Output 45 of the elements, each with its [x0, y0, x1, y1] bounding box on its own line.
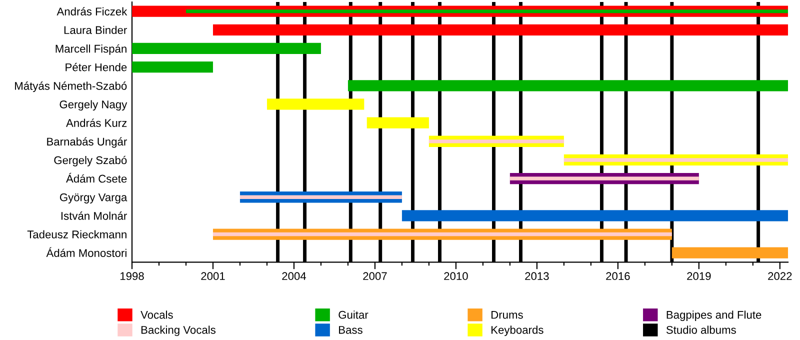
bar: [366, 117, 429, 128]
bar: [132, 61, 213, 73]
y-tick-label: György Varga: [60, 193, 128, 204]
y-tick-label: Gergely Szabó: [54, 156, 127, 166]
bar: [402, 210, 788, 222]
x-tick-label: 2010: [444, 272, 468, 280]
y-tick-label: Tadeusz Rieckmann: [27, 230, 126, 238]
x-tick-label: 2007: [363, 272, 387, 280]
legend-label: Backing Vocals: [141, 326, 216, 336]
bar: [186, 9, 788, 14]
bar: [212, 232, 672, 236]
x-tick-label: 1998: [120, 272, 144, 280]
bar: [266, 98, 364, 110]
y-tick-label: Ádám Monostori: [46, 247, 126, 257]
y-tick-label: Barnabás Ungár: [47, 137, 127, 148]
bar: [564, 158, 788, 162]
bar: [348, 80, 788, 92]
y-tick-label: András Kurz: [66, 118, 127, 127]
x-tick-label: 2022: [768, 272, 792, 280]
x-tick-label: 2001: [201, 272, 225, 280]
x-tick-label: 2016: [606, 272, 630, 280]
legend-label: Bagpipes and Flute: [666, 310, 762, 321]
legend-label: Drums: [492, 311, 523, 319]
legend-label: Vocals: [140, 310, 173, 319]
bar: [212, 24, 788, 36]
bar: [428, 140, 564, 144]
y-tick-label: Ádám Csete: [66, 172, 127, 183]
bar: [132, 42, 321, 54]
y-tick-label: Gergely Nagy: [60, 100, 128, 111]
legend-label: Studio albums: [666, 326, 736, 334]
y-tick-label: Marcell Fispán: [56, 44, 126, 55]
legend-label: Bass: [339, 326, 362, 334]
y-tick-label: Mátyás Németh-Szabó: [15, 82, 127, 92]
bar: [510, 176, 699, 180]
legend-label: Keyboards: [492, 326, 544, 336]
y-tick-label: Péter Hende: [66, 62, 127, 72]
y-tick-label: István Molnár: [61, 212, 127, 220]
x-tick-label: 2013: [525, 272, 549, 280]
y-tick-label: András Ficzek: [56, 7, 128, 16]
x-tick-label: 2019: [687, 272, 711, 280]
x-tick-label: 2004: [282, 272, 306, 280]
bar: [240, 195, 402, 199]
legend-label: Guitar: [338, 310, 368, 319]
y-tick-label: Laura Binder: [64, 26, 127, 34]
bar: [672, 247, 788, 258]
